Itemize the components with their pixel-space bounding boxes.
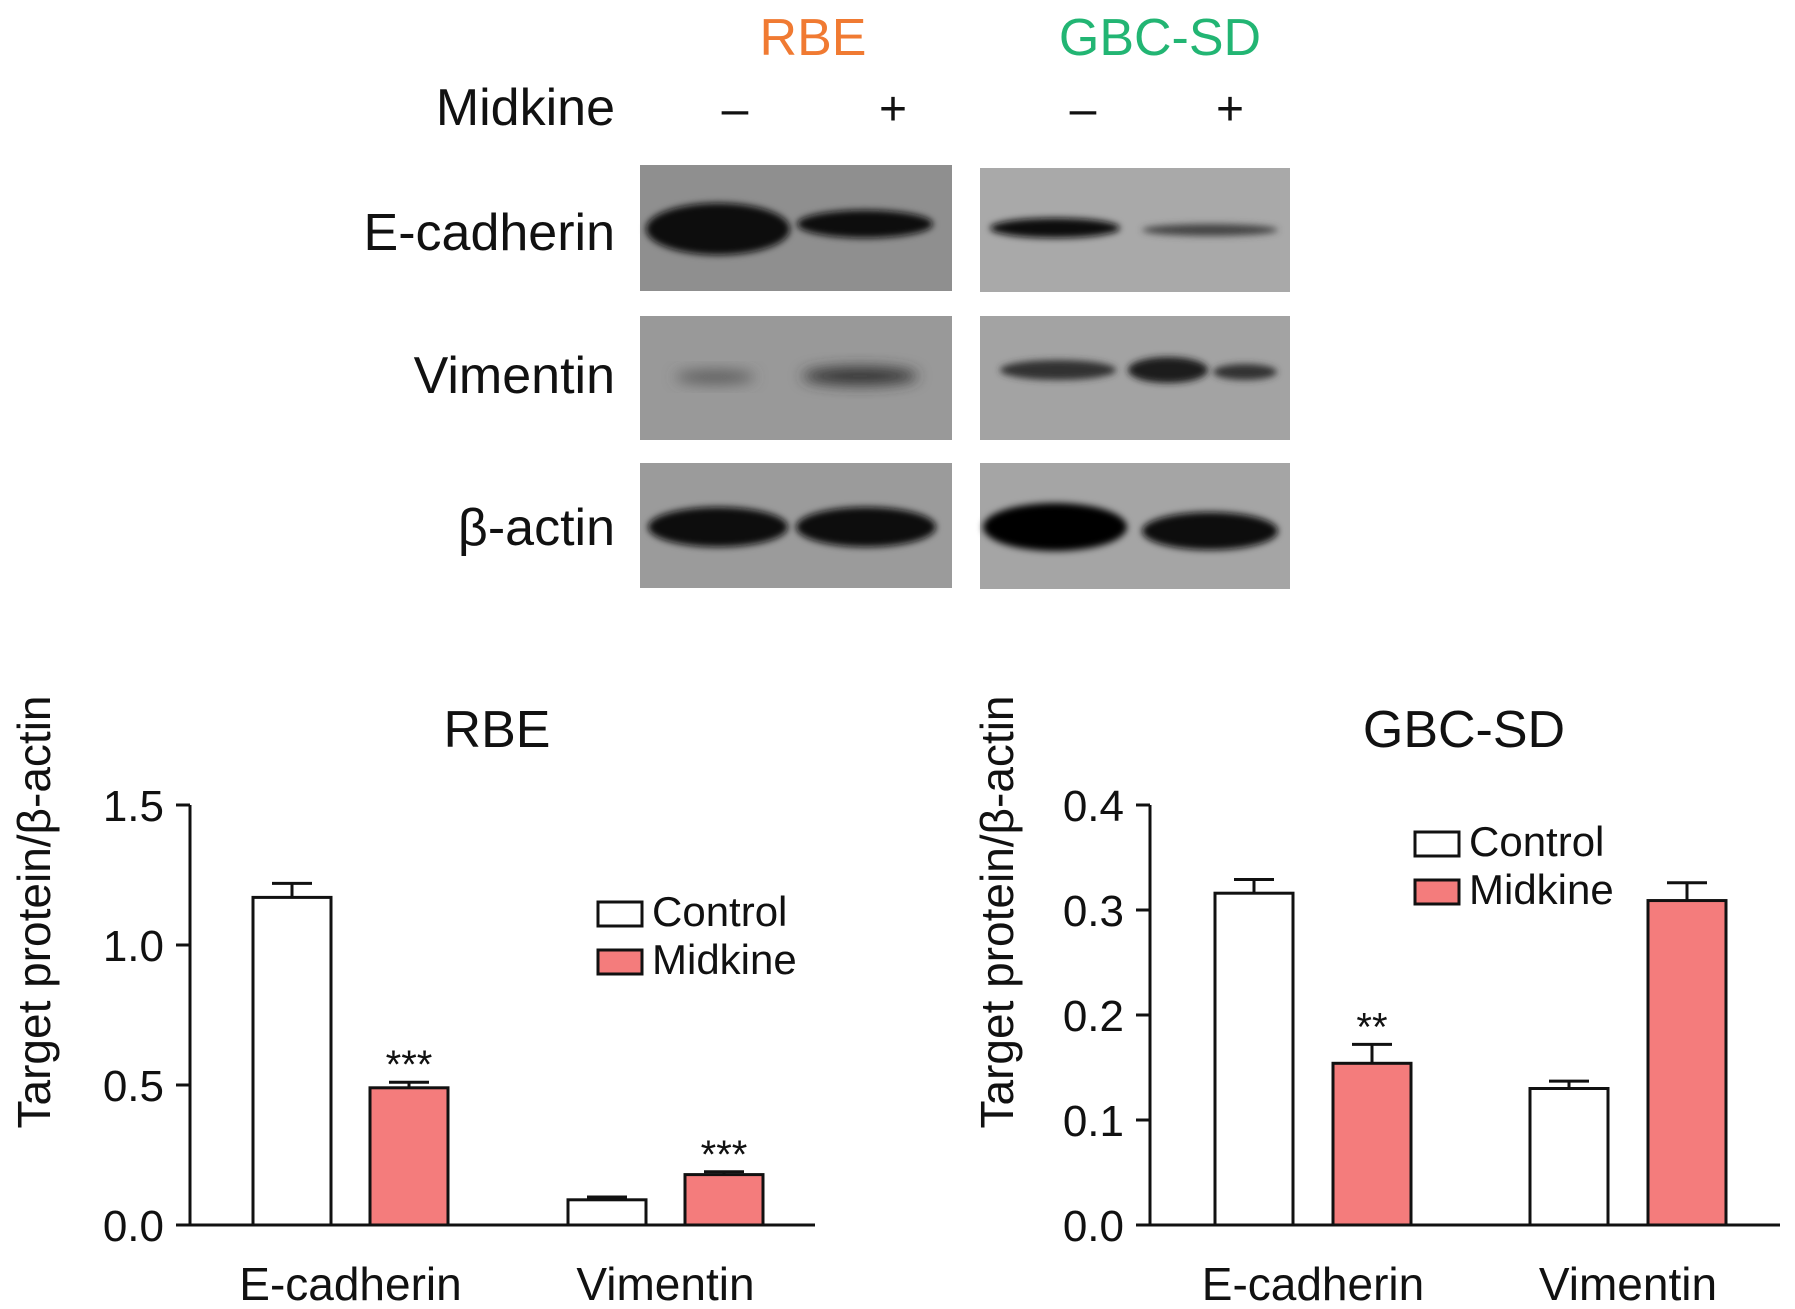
x-tick-label: E-cadherin [1202, 1258, 1424, 1309]
band-actin-rbe-1 [648, 507, 788, 547]
bar-control [251, 895, 333, 1227]
row-label-vimentin: Vimentin [414, 347, 615, 405]
legend-swatch [1413, 830, 1461, 858]
lane-minus-gbc-sd: – [1070, 83, 1097, 136]
y-tick-label: 0.0 [1063, 1202, 1124, 1251]
bar-midkine [1331, 1061, 1413, 1227]
row-label-beta-actin: β-actin [458, 499, 615, 557]
chart-title: RBE [444, 701, 551, 759]
bar-midkine [1646, 899, 1728, 1227]
y-tick-label: 0.2 [1063, 992, 1124, 1041]
y-tick-label: 1.0 [103, 922, 164, 971]
y-tick-label: 0.5 [103, 1062, 164, 1111]
plot-area: 0.0 0.5 1.0 1.5 *** E-cadherin *** Vimentin Cont… [103, 782, 815, 1309]
band-vim-gbc-2 [1128, 357, 1208, 383]
legend-swatch [1413, 878, 1461, 906]
band-actin-rbe-2 [796, 507, 936, 547]
blot-cell-line-rbe: RBE [760, 9, 867, 67]
band-actin-gbc-1 [983, 503, 1127, 551]
y-tick-label: 1.5 [103, 782, 164, 831]
bar-midkine [683, 1173, 765, 1227]
bar-control [566, 1198, 648, 1227]
x-tick-label: Vimentin [1539, 1258, 1717, 1309]
band-ecad-gbc-2 [1142, 224, 1278, 236]
y-axis-label: Target protein/β-actin [971, 695, 1023, 1128]
legend-swatch [596, 900, 644, 928]
x-tick-label: Vimentin [576, 1258, 754, 1309]
significance-label: ** [1356, 1005, 1387, 1049]
band-ecad-gbc-1 [990, 218, 1120, 238]
chart-rbe: RBE Target protein/β-actin 0.0 0.5 1.0 1.5 *… [8, 695, 815, 1309]
legend-label: Midkine [1469, 866, 1614, 913]
plot-area: 0.0 0.1 0.2 0.3 0.4 ** E-cadherin Vimentin Contr… [1063, 782, 1780, 1309]
chart-title: GBC-SD [1363, 701, 1565, 759]
lane-plus-gbc-sd: + [1216, 83, 1244, 136]
significance-label: *** [701, 1133, 748, 1177]
bar-control [1213, 891, 1295, 1227]
y-tick-label: 0.0 [103, 1202, 164, 1251]
blot-cell-line-gbc-sd: GBC-SD [1059, 9, 1261, 67]
legend-swatch [596, 948, 644, 976]
significance-label: *** [386, 1043, 433, 1087]
band-actin-gbc-2 [1142, 512, 1278, 550]
band-vim-rbe-2 [802, 367, 918, 385]
band-ecad-rbe-1 [646, 203, 790, 255]
y-tick-label: 0.4 [1063, 782, 1124, 831]
chart-gbc-sd: GBC-SD Target protein/β-actin 0.00.10.20… [971, 695, 1780, 1309]
lane-minus-rbe: – [722, 83, 749, 136]
band-vim-rbe-1 [675, 371, 755, 383]
band-vim-gbc-1 [1000, 360, 1116, 380]
y-tick-label: 0.3 [1063, 887, 1124, 936]
western-blot: RBE GBC-SD Midkine – + – + E-cadherin Vi… [364, 9, 1290, 589]
lane-plus-rbe: + [879, 83, 907, 136]
y-axis-label: Target protein/β-actin [8, 695, 60, 1128]
x-tick-label: E-cadherin [239, 1258, 461, 1309]
legend-label: Control [1469, 818, 1604, 865]
bar-control [1528, 1087, 1610, 1227]
legend-label: Control [652, 888, 787, 935]
band-ecad-rbe-2 [797, 210, 933, 238]
band-vim-gbc-3 [1213, 364, 1277, 380]
bar-midkine [368, 1086, 450, 1227]
row-label-e-cadherin: E-cadherin [364, 204, 615, 262]
treatment-label: Midkine [436, 79, 615, 137]
legend-label: Midkine [652, 936, 797, 983]
y-tick-label: 0.1 [1063, 1097, 1124, 1146]
